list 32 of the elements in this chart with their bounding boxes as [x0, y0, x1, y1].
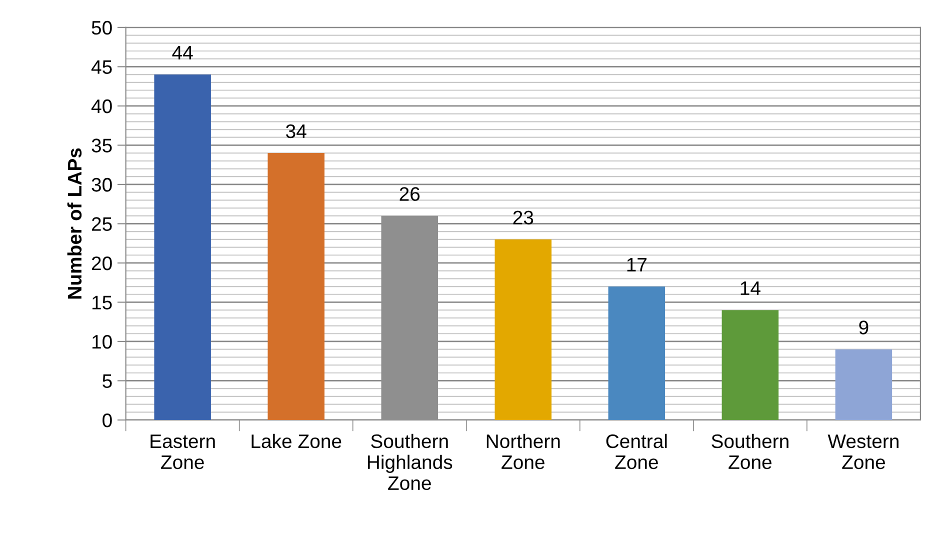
data-label: 44	[172, 46, 193, 60]
y-tick-label: 20	[92, 256, 112, 270]
bar	[722, 310, 779, 420]
y-tick-label: 5	[102, 374, 112, 388]
x-tick-label: Western Zone	[828, 434, 898, 470]
y-tick-label: 30	[92, 178, 112, 192]
y-tick-label: 50	[92, 20, 112, 35]
x-tick-label: Eastern Zone	[150, 434, 215, 470]
data-label: 23	[513, 210, 534, 224]
data-label: 14	[740, 282, 760, 295]
y-tick-label: 35	[92, 138, 112, 152]
y-tick-label: 25	[92, 217, 112, 231]
data-label: 34	[286, 124, 306, 138]
bar	[154, 74, 211, 420]
y-axis-title: Number of LAPs	[67, 148, 82, 299]
y-tick-label: 10	[92, 334, 112, 349]
bar	[608, 286, 666, 420]
y-tick-label: 40	[91, 99, 112, 114]
x-tick-label: Northern Zone	[486, 434, 560, 470]
bar	[835, 349, 892, 420]
bar	[268, 153, 324, 420]
y-tick-label: 15	[92, 296, 112, 310]
y-tick-label: 0	[102, 413, 112, 428]
y-tick-label: 45	[91, 60, 112, 74]
bar	[494, 239, 552, 420]
x-tick-label: Southern Highlands Zone	[368, 434, 452, 490]
x-tick-label: Central Zone	[606, 434, 667, 470]
data-label: 26	[400, 187, 420, 201]
x-tick-label: Lake Zone	[252, 434, 342, 448]
data-label: 9	[859, 320, 868, 334]
x-tick-label: Southern Zone	[712, 434, 788, 470]
data-label: 17	[627, 258, 646, 272]
